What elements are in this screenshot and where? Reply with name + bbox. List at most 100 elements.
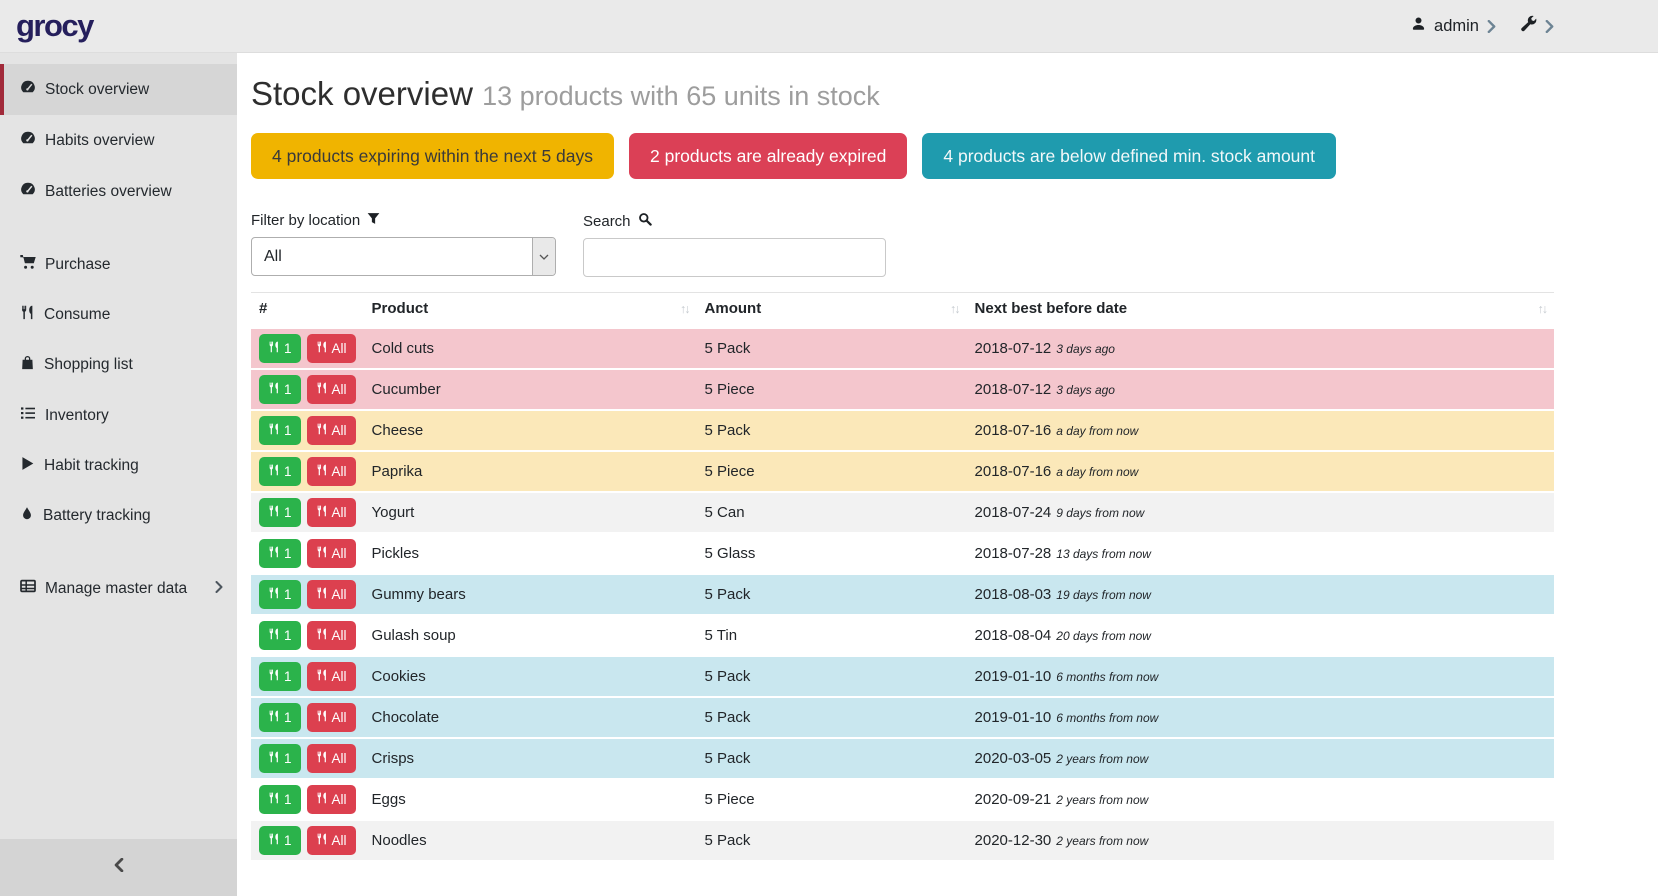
sidebar-item-shopping-list[interactable]: Shopping list	[0, 340, 237, 390]
consume-all-button[interactable]: All	[306, 621, 356, 650]
column-header-product[interactable]: Product	[363, 292, 697, 329]
consume-one-button[interactable]: 1	[259, 416, 301, 445]
consume-all-label: All	[331, 669, 347, 684]
column-header-best-before[interactable]: Next best before date	[966, 292, 1554, 329]
consume-all-label: All	[331, 423, 347, 438]
sidebar-item-manage-master-data[interactable]: Manage master data	[0, 563, 237, 614]
consume-one-button[interactable]: 1	[259, 334, 301, 363]
consume-one-button[interactable]: 1	[259, 375, 301, 404]
best-before-date: 2018-07-12	[974, 340, 1052, 357]
sort-icon[interactable]	[1538, 302, 1547, 316]
product-name: Yogurt	[371, 504, 415, 521]
date-cell: 2019-01-10 6 months from now	[966, 696, 1554, 738]
amount-cell: 5 Pack	[696, 696, 967, 738]
below-min-stock-badge[interactable]: 4 products are below defined min. stock …	[922, 133, 1336, 179]
expired-products-badge[interactable]: 2 products are already expired	[629, 133, 908, 179]
utensils-icon	[20, 305, 35, 325]
consume-all-button[interactable]: All	[306, 703, 356, 732]
consume-one-button[interactable]: 1	[259, 662, 301, 691]
utensils-icon	[268, 792, 280, 807]
product-cell: Cookies	[363, 655, 697, 697]
filter-funnel-icon	[367, 212, 380, 229]
row-actions: 1 All	[259, 621, 356, 650]
location-filter: Filter by location All	[251, 212, 556, 277]
sort-icon[interactable]	[950, 302, 959, 316]
product-name: Gulash soup	[371, 627, 456, 644]
consume-all-button[interactable]: All	[306, 785, 356, 814]
sidebar-item-purchase[interactable]: Purchase	[0, 239, 237, 290]
consume-all-button[interactable]: All	[306, 334, 356, 363]
username: admin	[1434, 16, 1479, 35]
table-row: 1 All Gulash soup 5 Tin 2018-08-04 20 day…	[251, 614, 1554, 656]
topbar-menu: admin	[1411, 15, 1554, 37]
sidebar-item-label: Shopping list	[44, 356, 133, 373]
consume-one-button[interactable]: 1	[259, 703, 301, 732]
amount-cell: 5 Pack	[696, 737, 967, 779]
sidebar-item-habit-tracking[interactable]: Habit tracking	[0, 441, 237, 491]
location-select-value: All	[264, 247, 282, 265]
consume-all-button[interactable]: All	[306, 539, 356, 568]
product-cell: Noodles	[363, 819, 697, 860]
sidebar-item-stock-overview[interactable]: Stock overview	[0, 64, 237, 115]
table-row: 1 All Chocolate 5 Pack 2019-01-10 6 month…	[251, 696, 1554, 738]
consume-one-button[interactable]: 1	[259, 826, 301, 855]
consume-all-button[interactable]: All	[306, 580, 356, 609]
search-filter: Search	[583, 212, 886, 277]
consume-one-button[interactable]: 1	[259, 457, 301, 486]
row-actions: 1 All	[259, 375, 356, 404]
amount-value: 5 Pack	[704, 668, 751, 685]
consume-one-button[interactable]: 1	[259, 539, 301, 568]
utensils-icon	[316, 628, 328, 643]
best-before-date: 2018-07-16	[974, 422, 1052, 439]
consume-all-label: All	[331, 546, 347, 561]
shopping-bag-icon	[20, 355, 35, 375]
column-header-amount[interactable]: Amount	[696, 292, 967, 329]
table-row: 1 All Cheese 5 Pack 2018-07-16 a day from…	[251, 409, 1554, 451]
date-cell: 2018-07-16 a day from now	[966, 409, 1554, 451]
sidebar-item-label: Batteries overview	[45, 182, 172, 200]
chevron-left-icon	[114, 857, 124, 877]
consume-one-button[interactable]: 1	[259, 580, 301, 609]
consume-all-button[interactable]: All	[306, 662, 356, 691]
search-input[interactable]	[583, 238, 886, 277]
consume-all-button[interactable]: All	[306, 826, 356, 855]
sidebar-item-habits-overview[interactable]: Habits overview	[0, 115, 237, 166]
consume-one-button[interactable]: 1	[259, 621, 301, 650]
settings-menu[interactable]	[1520, 15, 1554, 37]
app-logo[interactable]: grocy	[16, 8, 94, 43]
consume-one-button[interactable]: 1	[259, 785, 301, 814]
sidebar-item-batteries-overview[interactable]: Batteries overview	[0, 166, 237, 217]
consume-one-button[interactable]: 1	[259, 498, 301, 527]
consume-all-button[interactable]: All	[306, 416, 356, 445]
utensils-icon	[268, 464, 280, 479]
date-cell: 2018-08-03 19 days from now	[966, 573, 1554, 615]
utensils-icon	[316, 710, 328, 725]
expiring-products-badge[interactable]: 4 products expiring within the next 5 da…	[251, 133, 615, 179]
consume-one-label: 1	[284, 751, 292, 766]
date-cell: 2020-12-30 2 years from now	[966, 819, 1554, 860]
utensils-icon	[316, 423, 328, 438]
sidebar-item-label: Habits overview	[45, 131, 155, 149]
consume-all-button[interactable]: All	[306, 498, 356, 527]
consume-all-button[interactable]: All	[306, 375, 356, 404]
consume-one-button[interactable]: 1	[259, 744, 301, 773]
best-before-relative: 6 months from now	[1056, 711, 1159, 725]
sidebar-collapse-button[interactable]	[0, 839, 237, 896]
row-actions: 1 All	[259, 334, 356, 363]
utensils-icon	[268, 423, 280, 438]
tachometer-icon	[20, 181, 36, 202]
sort-icon[interactable]	[680, 302, 689, 316]
utensils-icon	[268, 382, 280, 397]
consume-all-button[interactable]: All	[306, 744, 356, 773]
user-menu[interactable]: admin	[1411, 16, 1496, 36]
row-actions: 1 All	[259, 416, 356, 445]
sidebar-item-battery-tracking[interactable]: Battery tracking	[0, 491, 237, 541]
amount-value: 5 Tin	[704, 627, 738, 644]
consume-all-label: All	[331, 710, 347, 725]
amount-cell: 5 Glass	[696, 532, 967, 574]
sidebar-item-inventory[interactable]: Inventory	[0, 390, 237, 441]
sidebar-item-consume[interactable]: Consume	[0, 290, 237, 340]
product-name: Cookies	[371, 668, 426, 685]
location-select[interactable]: All	[251, 237, 556, 276]
consume-all-button[interactable]: All	[306, 457, 356, 486]
